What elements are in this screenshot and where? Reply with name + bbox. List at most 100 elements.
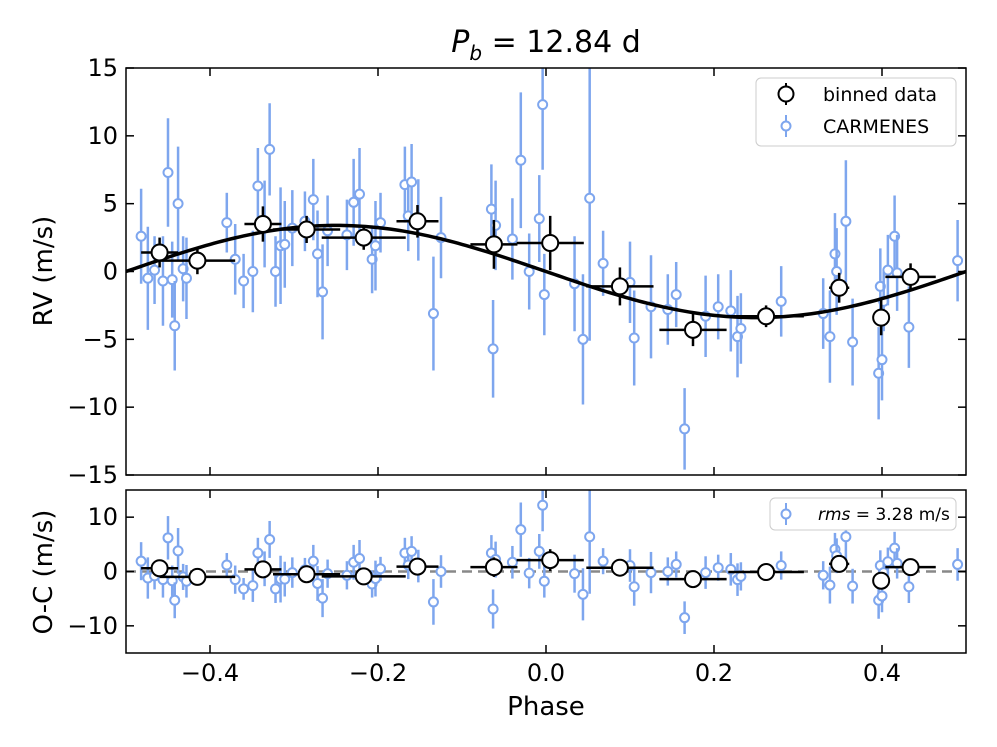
oc-carmenes-point [427, 596, 439, 608]
rv-plot-area [126, 68, 966, 470]
oc-carmenes-point [270, 583, 282, 595]
oc-carmenes-point [712, 562, 724, 574]
rv-carmenes-point [679, 423, 691, 435]
oc-carmenes-point [435, 566, 447, 577]
chart-title: Pb = 12.84 d [451, 25, 640, 65]
oc-carmenes-point [221, 559, 233, 571]
rv-ytick-label: 5 [103, 190, 118, 218]
rv-carmenes-point [252, 180, 264, 192]
rv-carmenes-point [229, 253, 241, 265]
rv-carmenes-point [369, 240, 381, 252]
oc-carmenes-point [775, 560, 787, 572]
oc-binned-point [484, 558, 503, 577]
oc-carmenes-point [172, 545, 184, 557]
oc-legend: rms = 3.28 m/s [769, 497, 957, 531]
oc-data-layer [126, 490, 966, 634]
oc-carmenes-point [537, 499, 549, 511]
oc-carmenes-point [876, 590, 888, 602]
legend-carmenes-marker [780, 120, 792, 132]
oc-carmenes-point [569, 568, 581, 580]
phase-xtick-label: 0.2 [695, 659, 733, 687]
oc-binned-point [901, 558, 920, 577]
oc-plot-area [126, 490, 966, 634]
oc-carmenes-point [317, 592, 329, 604]
rv-data-layer [126, 68, 966, 470]
oc-carmenes-point [515, 524, 527, 536]
rv-carmenes-point [149, 264, 161, 276]
oc-carmenes-point [817, 569, 829, 581]
legend-rms-label: rms = 3.28 m/s [818, 505, 950, 525]
rv-carmenes-point [312, 248, 324, 260]
rv-panel: −15 −10 −5 0 5 10 15 RV (m/s) binned data CARM… [29, 54, 967, 489]
rv-carmenes-point [157, 275, 169, 287]
rv-carmenes-point [169, 320, 181, 332]
oc-carmenes-point [135, 555, 147, 567]
oc-binned-point [830, 554, 849, 573]
oc-binned-point [150, 559, 169, 578]
rv-binned-point [408, 212, 427, 231]
rv-carmenes-point [247, 266, 259, 277]
rv-carmenes-point [264, 143, 276, 155]
rv-carmenes-point [172, 198, 184, 210]
oc-carmenes-point [824, 579, 836, 591]
legend-binned-marker [777, 85, 795, 103]
oc-carmenes-point [279, 573, 291, 585]
rv-carmenes-point [162, 166, 174, 178]
rv-ytick-label: 0 [103, 258, 118, 286]
rv-carmenes-point [829, 248, 841, 260]
oc-carmenes-point [882, 556, 894, 568]
oc-carmenes-point [162, 532, 174, 544]
oc-carmenes-point [523, 567, 535, 579]
rv-ytick-label: −5 [83, 325, 118, 353]
oc-carmenes-point [840, 531, 852, 543]
oc-carmenes-point [597, 555, 609, 567]
oc-carmenes-point [506, 556, 518, 568]
oc-carmenes-point [952, 558, 964, 570]
oc-binned-point [297, 565, 316, 584]
rv-axes: −15 −10 −5 0 5 10 15 [67, 54, 966, 489]
rv-carmenes-point [135, 230, 147, 242]
rv-carmenes-point [142, 272, 154, 284]
oc-carmenes-point [247, 580, 259, 592]
rv-carmenes-point [354, 188, 366, 200]
legend-carmenes-label: CARMENES [823, 116, 929, 138]
phase-xtick-label: 0.0 [527, 659, 565, 687]
oc-binned-point [757, 563, 776, 582]
rv-carmenes-point [487, 343, 499, 355]
rv-binned-point [297, 220, 316, 239]
oc-binned-point [188, 567, 207, 586]
rv-ytick-label: −10 [67, 393, 118, 421]
rv-carmenes-point [735, 322, 747, 334]
rv-carmenes-point [490, 219, 502, 231]
oc-ytick-label: 0 [103, 558, 118, 586]
rv-carmenes-point [824, 331, 836, 343]
rv-binned-point [901, 267, 920, 286]
rv-carmenes-point [725, 305, 737, 317]
rv-carmenes-point [317, 286, 329, 298]
rv-legend-box [755, 77, 957, 147]
rv-carmenes-point [270, 266, 282, 277]
rv-binned-point [757, 307, 776, 326]
rv-binned-point [830, 278, 849, 297]
oc-carmenes-point [238, 583, 250, 595]
oc-carmenes-point [679, 612, 691, 624]
oc-carmenes-point [645, 567, 657, 579]
oc-carmenes-point [375, 563, 387, 575]
rv-carmenes-point [670, 289, 682, 301]
rv-carmenes-point [628, 332, 640, 344]
rv-binned-point [684, 320, 702, 339]
oc-ytick-label: −10 [67, 612, 118, 640]
rv-carmenes-point [903, 321, 915, 333]
rv-carmenes-point [221, 217, 233, 229]
rv-carmenes-point [348, 196, 360, 208]
rv-binned-point [872, 308, 891, 327]
oc-carmenes-point [903, 581, 915, 593]
rv-binned-point [354, 228, 373, 247]
rv-carmenes-point [847, 336, 859, 348]
phase-xtick-label: −0.4 [181, 659, 239, 687]
legend-rms-marker [780, 508, 792, 520]
legend-binned-label: binned data [823, 84, 937, 106]
oc-carmenes-point [312, 577, 324, 589]
oc-axes: −10 0 10 −0.4 −0.2 0.0 0.2 0.4 [67, 490, 966, 687]
rv-carmenes-point [882, 264, 894, 276]
